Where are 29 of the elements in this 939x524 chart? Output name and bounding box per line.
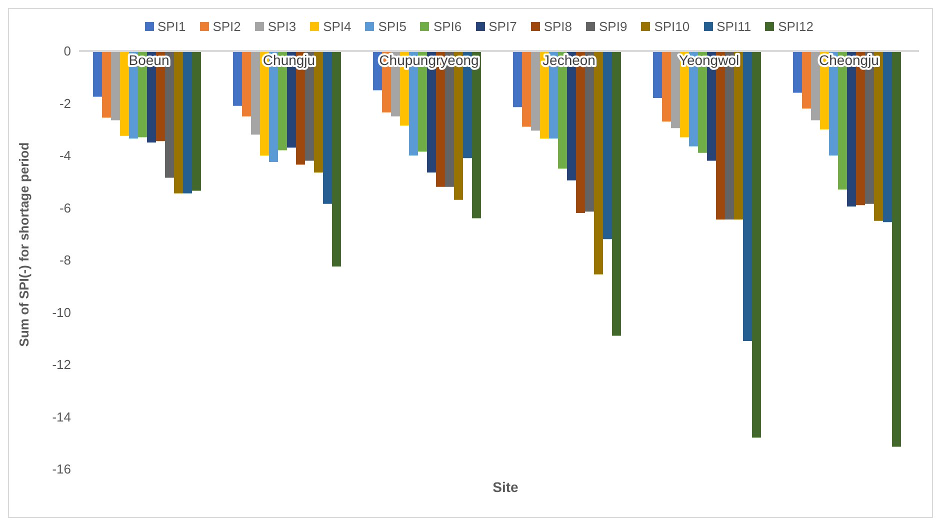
x-tick-label: Boeun — [128, 52, 170, 68]
legend-label: SPI3 — [266, 19, 296, 34]
legend-label: SPI6 — [432, 19, 462, 34]
y-tick-label: -6 — [59, 200, 71, 216]
legend-label: SPI1 — [156, 19, 186, 34]
legend-label: SPI2 — [212, 19, 241, 34]
y-tick-label: -10 — [52, 304, 71, 320]
y-tick-label: -14 — [52, 409, 71, 424]
legend-label: SPI4 — [322, 19, 352, 34]
y-axis-title: Sum of SPI(-) for shortage period — [16, 142, 32, 346]
x-tick-label: Chungju — [262, 52, 316, 68]
x-axis-title: Site — [492, 479, 520, 495]
legend-label: SPI5 — [377, 19, 406, 34]
legend-label: SPI11 — [716, 19, 752, 34]
legend-label: SPI12 — [777, 19, 814, 34]
y-tick-label: -16 — [52, 462, 71, 477]
x-tick-label: Jecheon — [542, 52, 596, 68]
legend-label: SPI8 — [542, 19, 572, 34]
legend-label: SPI9 — [598, 19, 628, 34]
y-tick-label: -4 — [59, 148, 71, 164]
legend-label: SPI10 — [653, 19, 690, 34]
y-tick-label: -2 — [59, 96, 71, 111]
y-tick-label: -8 — [59, 252, 71, 268]
x-tick-label: Yeongwol — [678, 52, 740, 68]
x-tick-label: Chupungryeong — [379, 52, 479, 68]
legend-label: SPI7 — [488, 19, 517, 34]
y-tick-label: 0 — [64, 44, 71, 59]
y-tick-label: -12 — [52, 357, 71, 372]
x-tick-label: Cheongju — [819, 52, 879, 68]
